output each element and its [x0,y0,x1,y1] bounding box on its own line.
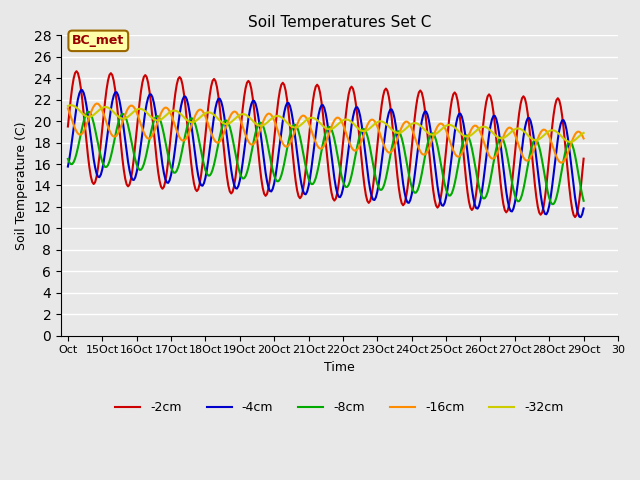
-16cm [376,132,384,137]
-4cm [388,107,396,112]
X-axis label: Time: Time [324,361,355,374]
Line: -2cm: -2cm [68,71,584,217]
-32cm [359,128,367,134]
-8cm [518,192,526,198]
-16cm [388,149,396,155]
-4cm [518,145,526,151]
Y-axis label: Soil Temperature (C): Soil Temperature (C) [15,121,28,250]
-8cm [359,126,367,132]
Line: -16cm: -16cm [68,104,584,163]
-2cm [388,115,396,120]
-32cm [80,112,88,118]
-32cm [376,119,384,124]
-2cm [359,171,367,177]
-2cm [64,124,72,130]
-8cm [84,109,92,115]
-32cm [64,103,72,109]
-8cm [78,124,86,130]
-32cm [567,139,575,145]
-16cm [93,101,100,107]
-8cm [376,187,384,193]
Line: -8cm: -8cm [68,112,584,204]
-4cm [577,214,584,220]
-16cm [64,106,72,111]
-4cm [161,176,169,182]
Line: -32cm: -32cm [68,105,584,142]
-32cm [580,130,588,136]
-32cm [388,127,396,132]
-4cm [359,132,367,137]
-16cm [161,105,169,110]
Legend: -2cm, -4cm, -8cm, -16cm, -32cm: -2cm, -4cm, -8cm, -16cm, -32cm [110,396,569,419]
-16cm [580,136,588,142]
-32cm [67,102,75,108]
-2cm [580,156,588,162]
-16cm [78,131,86,136]
-4cm [580,205,588,211]
Line: -4cm: -4cm [68,90,584,217]
-8cm [161,139,169,144]
-16cm [359,134,367,140]
-4cm [64,164,72,169]
-32cm [161,113,169,119]
-4cm [80,90,88,96]
-4cm [78,87,86,93]
-8cm [64,156,72,162]
-4cm [376,170,384,176]
Text: BC_met: BC_met [72,35,124,48]
-16cm [518,152,526,157]
-32cm [518,127,526,133]
-8cm [548,201,556,207]
-2cm [571,214,579,220]
-2cm [80,110,88,116]
-8cm [388,145,396,151]
Title: Soil Temperatures Set C: Soil Temperatures Set C [248,15,431,30]
-2cm [518,96,526,101]
-2cm [73,68,81,74]
-16cm [557,160,564,166]
-2cm [161,179,169,184]
-2cm [376,114,384,120]
-8cm [580,198,588,204]
